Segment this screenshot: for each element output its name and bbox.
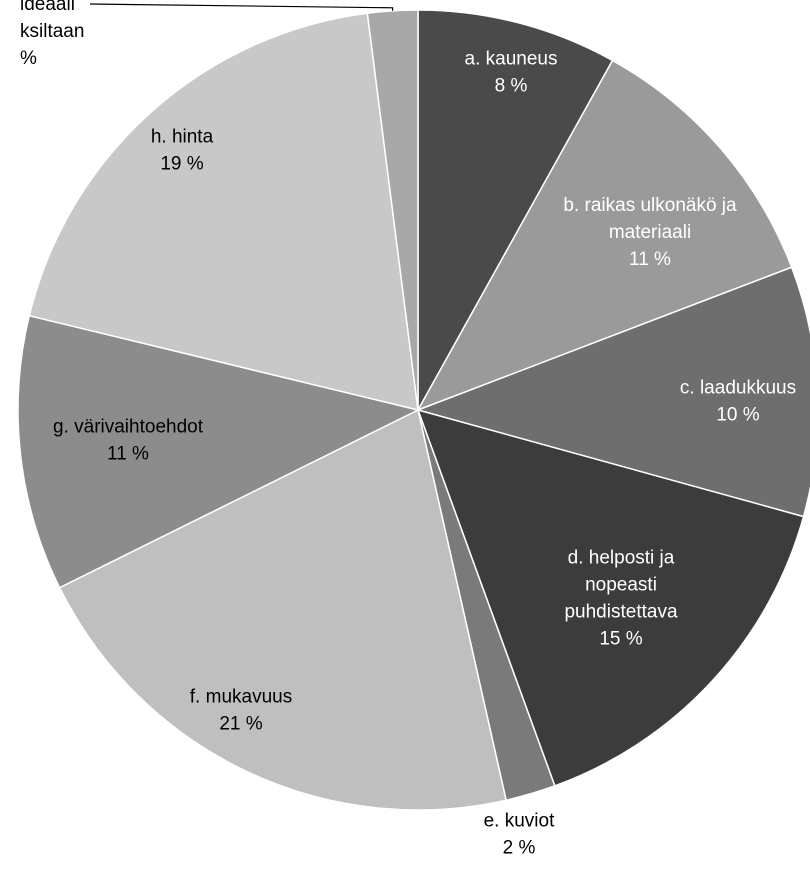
slice-name-label: d. helposti ja (568, 548, 675, 569)
pie-slice (416, 59, 793, 412)
slice-value-label: 10 % (716, 405, 759, 426)
slice-value-label: 11 % (107, 444, 149, 465)
slice-name-label: nopeasti (585, 575, 657, 596)
slice-label: a. kauneus 8 % (465, 49, 558, 97)
pie-slices (17, 9, 810, 811)
slice-value-label: 11 % (629, 249, 671, 270)
slice-label: b. raikas ulkonäkö ja materiaali 11 % (563, 195, 737, 270)
slice-label: e. kuviot 2 % (484, 811, 555, 859)
slice-label: c. laadukkuus 10 % (680, 378, 796, 426)
pie-slice (28, 12, 419, 411)
pie-slice (17, 314, 421, 589)
pie-slice (416, 408, 805, 787)
slice-value-label: 15 % (599, 629, 642, 650)
slice-name-label: ideaali (20, 0, 75, 15)
slice-name-label: b. raikas ulkonäkö ja (563, 195, 737, 216)
slice-label: f. mukavuus 21 % (190, 687, 292, 735)
slice-name-label: h. hinta (151, 127, 214, 148)
slice-label: g. värivaihtoehdot 11 % (53, 417, 204, 465)
slice-name-label: g. värivaihtoehdot (53, 417, 204, 438)
pie-slice (58, 408, 508, 811)
slice-name-label: materiaali (609, 222, 691, 243)
slice-name-label: c. laadukkuus (680, 378, 796, 399)
slice-value-label: 2 % (503, 838, 536, 859)
slice-name-label: ksiltaan (20, 21, 84, 42)
pie-labels: a. kauneus 8 % b. raikas ulkonäkö ja materi… (20, 0, 796, 859)
slice-value-label: 8 % (495, 76, 528, 97)
pie-slice (415, 266, 810, 518)
slice-value-label: % (20, 48, 37, 69)
slice-label: d. helposti ja nopeasti puhdistettava 15 % (564, 548, 677, 650)
slice-label: h. hinta 19 % (151, 127, 214, 175)
leader-line (89, 3, 394, 11)
slice-name-label: f. mukavuus (190, 687, 292, 708)
slice-value-label: 21 % (219, 714, 262, 735)
slice-name-label: a. kauneus (465, 49, 558, 70)
pie-slice (417, 9, 614, 413)
slice-name-label: puhdistettava (564, 602, 677, 623)
slice-value-label: 19 % (160, 154, 203, 175)
pie-slice (366, 9, 419, 411)
slice-name-label: e. kuviot (484, 811, 555, 832)
slice-label: ideaali ksiltaan% (20, 0, 84, 69)
